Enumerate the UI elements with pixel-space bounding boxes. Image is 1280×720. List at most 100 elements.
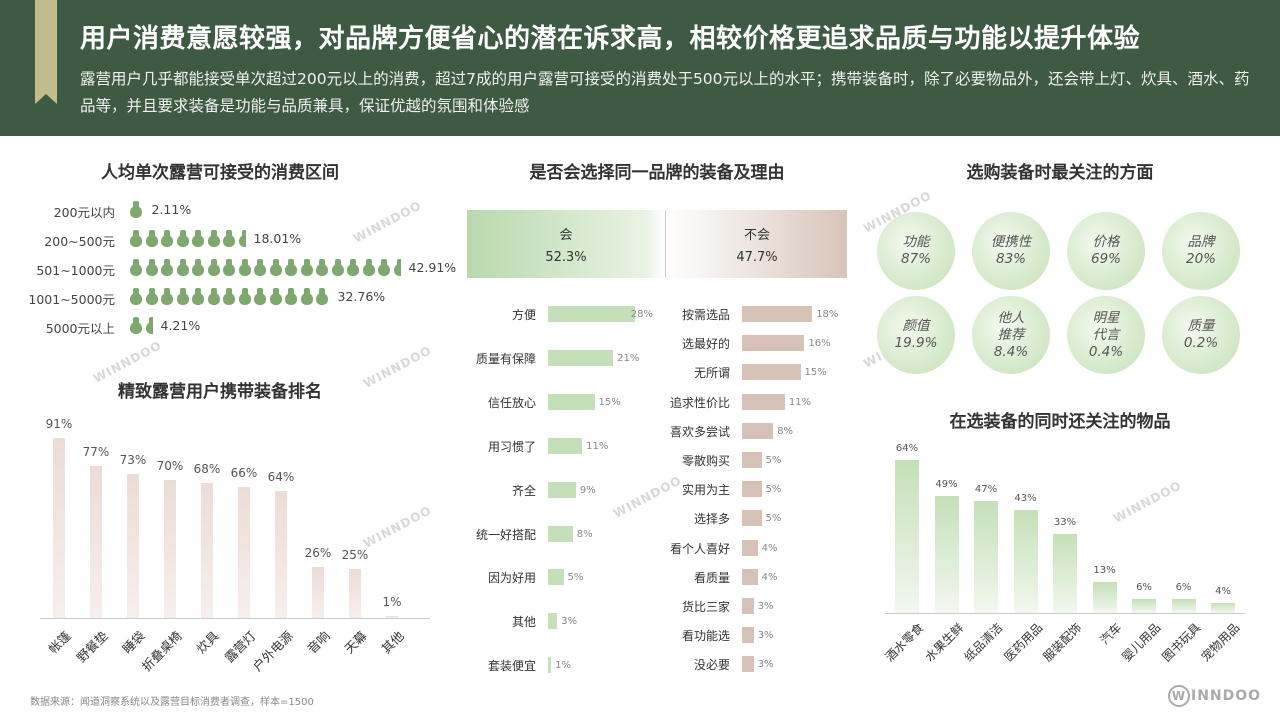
gear-value-label: 68% bbox=[193, 462, 221, 477]
no-panel: 不会 47.7% bbox=[667, 210, 847, 278]
also-focus-value-label: 49% bbox=[935, 478, 958, 490]
no-reason-bar bbox=[742, 422, 774, 439]
spend-range-label: 200元以内 bbox=[53, 205, 115, 220]
money-bag-icon bbox=[237, 259, 251, 276]
money-bag-icon bbox=[128, 201, 142, 218]
money-bag-icons bbox=[128, 288, 330, 306]
focus-value: 19.9% bbox=[894, 335, 938, 351]
no-reason-label: 看个人喜好 bbox=[669, 541, 730, 556]
gear-bar bbox=[238, 487, 250, 618]
money-bag-icon bbox=[268, 259, 282, 276]
money-bag-icon bbox=[252, 288, 266, 305]
money-bag-icon bbox=[376, 259, 390, 276]
spend-range-label: 501~1000元 bbox=[36, 263, 115, 278]
also-focus-bar bbox=[1092, 581, 1117, 613]
money-bag-icon bbox=[299, 259, 313, 276]
yes-reason-bar bbox=[548, 393, 595, 410]
also-focus-value-label: 4% bbox=[1215, 586, 1231, 598]
money-bag-icon bbox=[392, 259, 401, 276]
focus-name: 便携性 bbox=[990, 234, 1032, 250]
yes-reason-value: 15% bbox=[598, 396, 621, 408]
spend-range-row: 200元以内 2.11% bbox=[0, 199, 460, 221]
yes-reason-label: 套装便宜 bbox=[487, 659, 536, 674]
gear-value-label: 64% bbox=[267, 470, 295, 485]
spend-range-row: 200~500元 18.01% bbox=[0, 228, 460, 250]
also-focus-value-label: 13% bbox=[1093, 564, 1116, 576]
focus-name: 质量 bbox=[1187, 318, 1215, 334]
no-reason-value: 5% bbox=[765, 455, 782, 466]
no-reason-bar bbox=[742, 335, 805, 352]
also-focus-bar bbox=[1013, 510, 1038, 613]
money-bag-icon bbox=[237, 230, 246, 247]
money-bag-icon bbox=[144, 317, 153, 334]
yes-reason-label: 统一好搭配 bbox=[475, 527, 536, 542]
money-bag-icon bbox=[128, 317, 142, 334]
focus-value: 0.4% bbox=[1088, 343, 1124, 360]
money-bag-icon bbox=[190, 230, 204, 247]
money-bag-icon bbox=[190, 259, 204, 276]
money-bag-icon bbox=[221, 259, 235, 276]
no-reason-label: 选最好的 bbox=[681, 337, 730, 352]
yes-reason-value: 9% bbox=[579, 484, 596, 496]
yes-reason-value: 5% bbox=[567, 572, 584, 584]
also-focus-value-label: 6% bbox=[1175, 581, 1192, 593]
no-reason-bar bbox=[742, 568, 758, 585]
focus-name: 颜值 bbox=[902, 318, 930, 334]
focus-value: 83% bbox=[995, 251, 1026, 267]
focus-name: 明星 bbox=[1092, 309, 1120, 326]
money-bag-icon bbox=[159, 230, 173, 247]
gear-value-label: 70% bbox=[156, 458, 184, 473]
yes-reason-label: 用习惯了 bbox=[487, 439, 536, 454]
focus-circle: 颜值 19.9% bbox=[877, 296, 955, 374]
yes-reason-label: 方便 bbox=[511, 308, 536, 322]
focus-name: 品牌 bbox=[1187, 234, 1215, 250]
no-reason-value: 8% bbox=[777, 425, 794, 437]
no-reason-bar bbox=[742, 393, 785, 410]
money-bag-icon bbox=[314, 288, 328, 305]
focus-name: 他人 bbox=[997, 309, 1025, 326]
yes-reason-value: 3% bbox=[561, 616, 578, 628]
gear-value-label: 77% bbox=[82, 444, 110, 459]
money-bag-icons bbox=[128, 201, 144, 219]
watermark: WINNDOO bbox=[1111, 478, 1185, 526]
yes-reason-label: 因为好用 bbox=[487, 571, 536, 586]
gear-value-label: 26% bbox=[304, 545, 332, 560]
spend-range-label: 5000元以上 bbox=[45, 321, 115, 336]
gear-value-label: 73% bbox=[119, 452, 147, 467]
no-label: 不会 bbox=[743, 228, 770, 243]
gear-bar bbox=[127, 473, 139, 618]
money-bag-icon bbox=[128, 288, 142, 305]
focus-circle: 明星 代言 0.4% bbox=[1067, 296, 1145, 374]
header-banner: 用户消费意愿较强，对品牌方便省心的潜在诉求高，相较价格更追求品质与功能以提升体验… bbox=[0, 0, 1280, 136]
money-bag-icon bbox=[159, 259, 173, 276]
logo-w-icon: W bbox=[1168, 685, 1190, 707]
no-reason-label: 零散购买 bbox=[681, 454, 730, 468]
spend-range-title: 人均单次露营可接受的消费区间 bbox=[101, 163, 339, 183]
also-focus-bar bbox=[974, 500, 998, 613]
no-reason-label: 看功能选 bbox=[681, 629, 730, 644]
gear-value-label: 1% bbox=[382, 595, 402, 610]
gear-bar bbox=[164, 479, 176, 618]
money-bag-icon bbox=[299, 288, 313, 305]
gear-bar bbox=[386, 616, 398, 618]
no-reason-bar bbox=[742, 510, 762, 527]
also-focus-value-label: 64% bbox=[895, 443, 919, 454]
no-reason-value: 3% bbox=[757, 659, 774, 671]
focus-name: 价格 bbox=[1092, 234, 1120, 250]
money-bag-icon bbox=[330, 259, 344, 276]
spend-range-value: 42.91% bbox=[408, 260, 457, 275]
yes-reason-bar bbox=[548, 613, 558, 630]
focus-value: 69% bbox=[1090, 251, 1121, 267]
gear-bar bbox=[90, 465, 102, 618]
money-bag-icon bbox=[206, 259, 220, 276]
yes-reason-label: 其他 bbox=[511, 615, 536, 630]
also-focus-value-label: 6% bbox=[1136, 581, 1152, 593]
money-bag-icon bbox=[144, 230, 158, 247]
no-reason-value: 5% bbox=[765, 513, 782, 525]
money-bag-icon bbox=[221, 230, 235, 247]
money-bag-icons bbox=[128, 259, 402, 277]
gear-bar bbox=[349, 568, 361, 618]
no-reason-label: 实用为主 bbox=[681, 483, 730, 498]
no-share: 47.7% bbox=[736, 250, 778, 265]
yes-reason-value: 28% bbox=[630, 309, 654, 320]
